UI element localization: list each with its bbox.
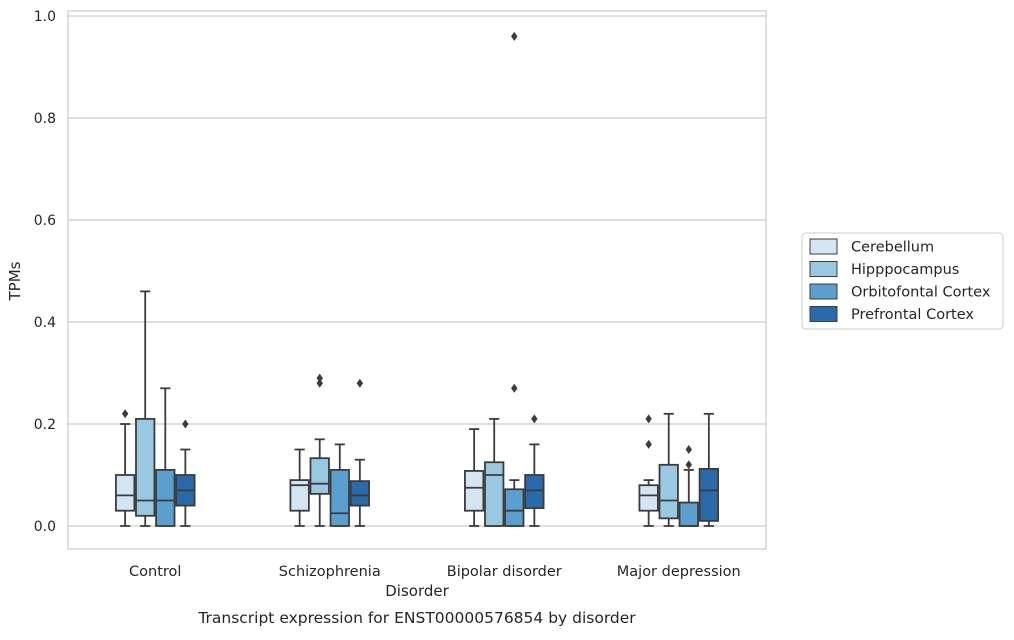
- box-hipppocampus: [484, 417, 505, 527]
- outlier-point: [182, 419, 189, 429]
- box-iqr: [484, 461, 505, 527]
- legend-label: Orbitofontal Cortex: [851, 285, 991, 301]
- x-tick-label: Schizophrenia: [279, 564, 381, 580]
- outlier-point: [511, 383, 518, 393]
- y-tick-label: 0.4: [34, 315, 56, 331]
- box-iqr: [504, 488, 525, 527]
- box-iqr: [309, 457, 330, 495]
- box-cerebellum: [638, 414, 659, 527]
- outlier-point: [531, 414, 538, 424]
- outlier-point: [645, 414, 652, 424]
- x-tick-label: Bipolar disorder: [447, 564, 562, 580]
- legend-frame: [801, 232, 1004, 330]
- x-axis-label: Disorder: [385, 582, 449, 600]
- box-iqr: [349, 480, 370, 507]
- box-prefrontal-cortex: [175, 419, 196, 527]
- outlier-point: [316, 378, 323, 388]
- outlier-point: [121, 409, 129, 419]
- box-iqr: [135, 417, 156, 517]
- y-tick-label: 1.0: [34, 9, 56, 25]
- outlier-point: [685, 445, 692, 454]
- legend-swatch: [809, 283, 838, 300]
- box-iqr: [464, 470, 485, 512]
- legend-label: Hipppocampus: [851, 262, 959, 278]
- box-layer: [115, 31, 719, 527]
- box-iqr: [115, 474, 136, 512]
- box-orbitofontal-cortex: [504, 31, 525, 527]
- box-iqr: [658, 463, 679, 520]
- box-orbitofontal-cortex: [329, 443, 350, 527]
- legend: Cerebellum Hipppocampus Orbitofontal Corte…: [801, 232, 1004, 330]
- legend-swatch: [809, 261, 838, 277]
- box-prefrontal-cortex: [524, 414, 545, 527]
- box-cerebellum: [289, 448, 310, 527]
- legend-swatch: [809, 238, 838, 255]
- outlier-point: [645, 439, 652, 449]
- box-prefrontal-cortex: [698, 412, 719, 527]
- box-cerebellum: [115, 409, 136, 527]
- box-cerebellum: [464, 428, 485, 527]
- legend-label: Cerebellum: [851, 240, 934, 256]
- y-tick-label: 0.6: [34, 213, 56, 229]
- legend-label: Prefrontal Cortex: [851, 307, 974, 323]
- box-prefrontal-cortex: [349, 378, 370, 527]
- box-iqr: [678, 501, 699, 527]
- grid-lines: [68, 15, 766, 527]
- box-hipppocampus: [135, 290, 156, 527]
- outlier-point: [685, 460, 692, 470]
- box-hipppocampus: [309, 373, 330, 527]
- box-iqr: [155, 468, 176, 527]
- box-orbitofontal-cortex: [155, 387, 176, 527]
- x-tick-label: Major depression: [617, 564, 741, 580]
- x-tick-label: Control: [129, 564, 181, 580]
- outlier-point: [356, 378, 364, 388]
- chart-caption: Transcript expression for ENST0000057685…: [197, 609, 636, 627]
- outlier-point: [511, 31, 518, 41]
- y-tick-label: 0.8: [34, 111, 56, 127]
- x-tick-labels: Control Schizophrenia Bipolar disorder Majo…: [129, 564, 741, 580]
- outlier-point: [316, 373, 323, 383]
- box-orbitofontal-cortex: [678, 445, 699, 527]
- plot-frame: [67, 10, 767, 550]
- y-axis-label: TPMs: [6, 261, 24, 301]
- box-iqr: [638, 484, 659, 512]
- box-iqr: [524, 474, 545, 510]
- legend-swatch: [809, 306, 838, 322]
- y-tick-labels: 0.0 0.2 0.4 0.6 0.8 1.0: [34, 9, 56, 535]
- box-iqr: [698, 467, 719, 522]
- y-tick-label: 0.0: [34, 519, 56, 535]
- box-iqr: [329, 468, 350, 527]
- box-hipppocampus: [658, 412, 679, 527]
- y-tick-label: 0.2: [34, 417, 56, 433]
- box-iqr: [289, 479, 310, 512]
